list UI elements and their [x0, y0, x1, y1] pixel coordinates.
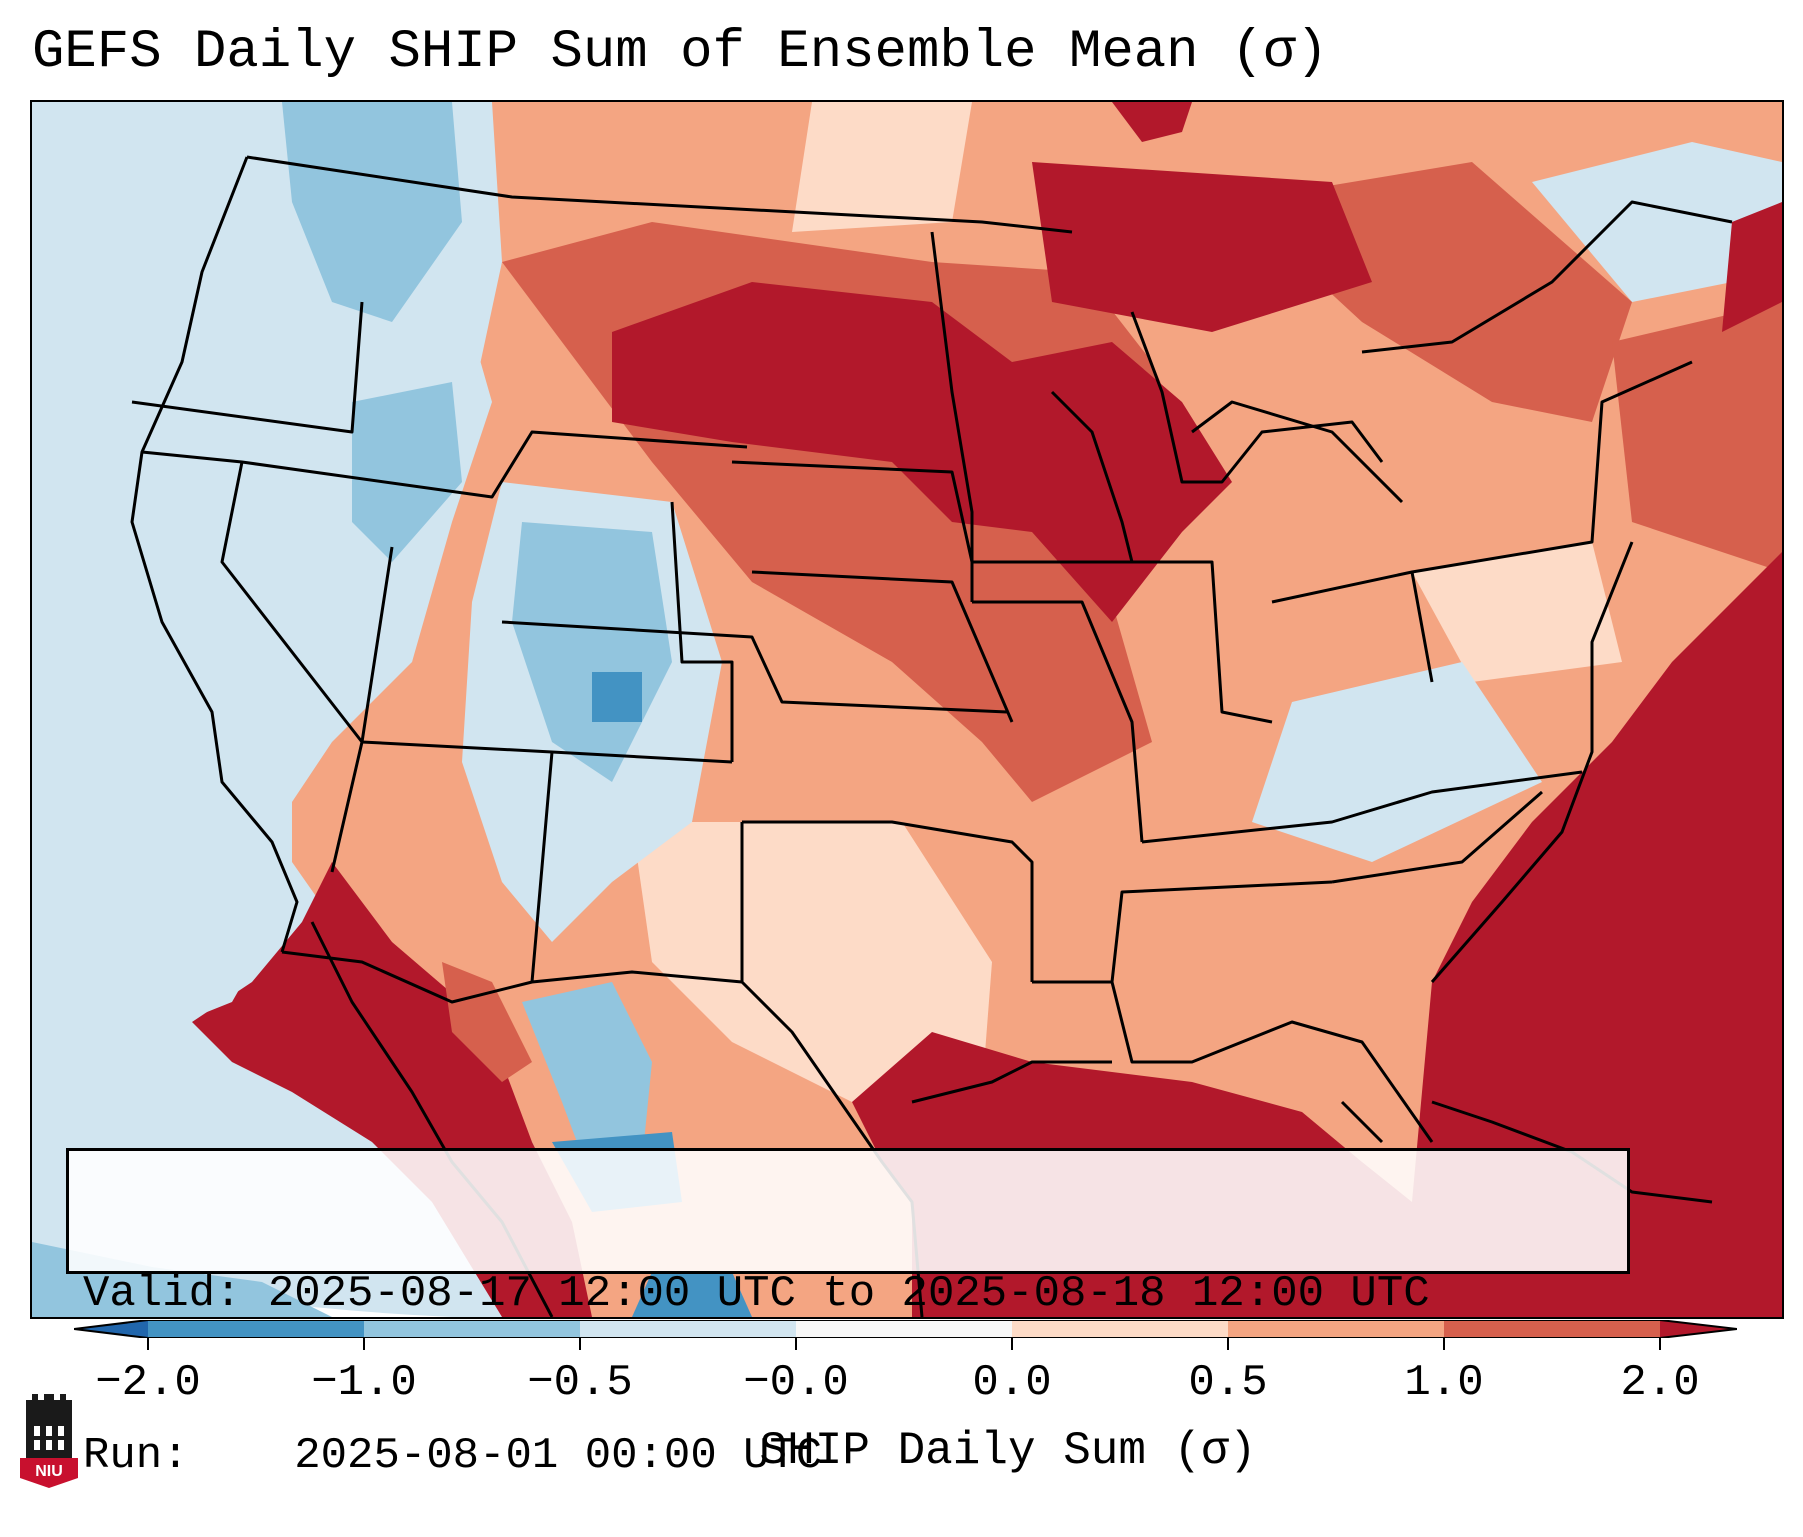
bahamas: [1340, 1100, 1384, 1144]
sonora-red: [442, 962, 532, 1082]
colorbar-bin-2: [364, 1320, 580, 1338]
ohio-pennsylvania: [1271, 570, 1434, 683]
run-value: 2025-08-01 00:00 UTC: [294, 1431, 823, 1481]
st-lawrence: [1361, 200, 1733, 354]
tick-mark-4: [795, 1338, 797, 1350]
colorbar-bin-5: [1012, 1320, 1228, 1338]
run-label: Run:: [83, 1431, 189, 1481]
valid-label: Valid:: [83, 1269, 242, 1319]
new-england-red: [1612, 302, 1782, 572]
colorbar-bin-3: [580, 1320, 796, 1338]
northern-tier-border: [141, 430, 748, 499]
hudson-bay-max: [1112, 102, 1192, 142]
idaho-montana-below: [282, 102, 462, 322]
nebraska-kansas-west: [670, 501, 734, 762]
west-coast-cool: [32, 102, 502, 1032]
us-mexico-border-west: [281, 950, 533, 1004]
political-boundaries: [130, 155, 1733, 1317]
tick-label: −0.5: [527, 1358, 633, 1408]
dakota-iowa: [731, 460, 1132, 564]
utah-colorado-south: [360, 546, 733, 764]
idaho-below: [352, 382, 462, 562]
lake-huron-erie: [1191, 400, 1404, 504]
tick-mark-5: [1011, 1338, 1013, 1350]
great-lakes-shoreline: [1130, 311, 1384, 484]
oregon-washington-border: [131, 301, 364, 434]
valid-row: Valid: 2025-08-17 12:00 UTC to 2025-08-1…: [83, 1267, 1613, 1321]
atlantic-coastline: [1430, 541, 1634, 983]
run-row: Run: 2025-08-01 00:00 UTC: [83, 1429, 1613, 1483]
canada-light-region: [792, 102, 972, 232]
colorbar-over-triangle: [1660, 1320, 1737, 1338]
oklahoma-border: [742, 820, 1034, 982]
nebraska-missouri: [751, 570, 1014, 723]
northern-plains-great-lakes-max: [612, 282, 1232, 622]
tick-mark-8: [1659, 1338, 1661, 1350]
valid-value: 2025-08-17 12:00 UTC to 2025-08-18 12:00…: [267, 1269, 1430, 1319]
colorbar-label: SHIP Daily Sum (σ): [759, 1425, 1257, 1477]
colorbar-bin-4: [796, 1320, 1012, 1338]
tick-label: −0.0: [743, 1358, 849, 1408]
tennessee-border: [1141, 770, 1583, 844]
tick-mark-3: [579, 1338, 581, 1350]
tick-label: −1.0: [311, 1358, 417, 1408]
new-mexico-border: [530, 751, 744, 984]
gulf-atlantic-max: [852, 552, 1782, 1317]
gulf-coastline: [1110, 981, 1434, 1143]
west-coastline: [130, 156, 299, 953]
map-title: GEFS Daily SHIP Sum of Ensemble Mean (σ): [32, 22, 1329, 83]
colorbar-bin-6: [1228, 1320, 1444, 1338]
appalachia-cool-region: [1252, 662, 1542, 862]
mexico-south-min: [632, 1272, 752, 1317]
colorbar-bin-1: [148, 1320, 364, 1338]
tick-mark-7: [1443, 1338, 1445, 1350]
colorado-min: [592, 672, 642, 722]
nevada-border: [220, 461, 364, 873]
indiana-border: [1132, 560, 1273, 724]
tick-mark-6: [1227, 1338, 1229, 1350]
tick-mark-1: [147, 1338, 149, 1350]
info-box: Valid: 2025-08-17 12:00 UTC to 2025-08-1…: [66, 1148, 1630, 1481]
colorbar-bin-7: [1444, 1320, 1660, 1338]
map-canvas: [32, 102, 1782, 1317]
gulf-states-north: [1032, 880, 1333, 984]
mid-atlantic-light: [1412, 542, 1622, 682]
colorbar-under-triangle: [74, 1320, 148, 1338]
tick-label: −2.0: [95, 1358, 201, 1408]
tick-label: 0.5: [1188, 1358, 1268, 1408]
chihuahua-below: [522, 982, 652, 1182]
tick-label: 1.0: [1404, 1358, 1484, 1408]
texas-light-region: [632, 822, 992, 1102]
map-panel: [30, 100, 1784, 1319]
tick-label: 0.0: [972, 1358, 1052, 1408]
northeast-borders: [1411, 360, 1693, 574]
colorbar: [74, 1320, 1737, 1338]
lake-michigan-west: [1050, 390, 1134, 563]
iowa-illinois: [972, 600, 1144, 843]
tick-mark-2: [363, 1338, 365, 1350]
logo-text: NIU: [35, 1463, 63, 1480]
texas-coast: [911, 1060, 1112, 1104]
us-canada-border: [246, 155, 1073, 234]
maritimes-max: [1722, 202, 1782, 332]
carolinas-border: [1331, 790, 1543, 884]
ontario-max: [1032, 162, 1372, 332]
tick-label: 2.0: [1620, 1358, 1700, 1408]
niu-logo-icon: [20, 1394, 78, 1488]
wyoming-colorado-border: [501, 620, 1008, 714]
quebec-cool-region: [1532, 142, 1782, 302]
